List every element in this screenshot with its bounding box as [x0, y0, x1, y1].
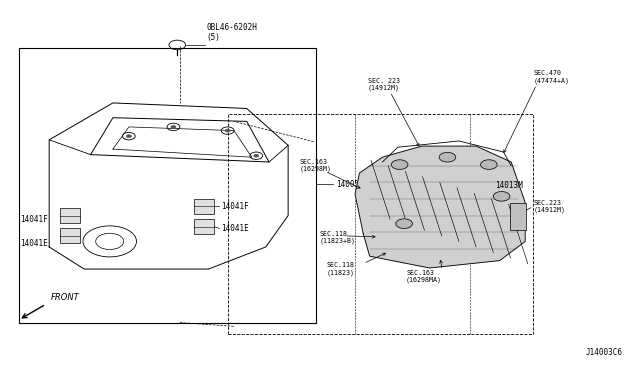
Text: 14041E: 14041E — [221, 224, 249, 233]
Text: SEC.163
(16298MA): SEC.163 (16298MA) — [406, 270, 442, 283]
Polygon shape — [355, 146, 525, 268]
Text: 14041F: 14041F — [20, 215, 48, 224]
Text: FRONT: FRONT — [51, 293, 79, 302]
Bar — [194, 199, 214, 214]
Circle shape — [171, 125, 176, 128]
Circle shape — [396, 219, 412, 228]
Circle shape — [225, 129, 230, 132]
Text: SEC.118
(11823+B): SEC.118 (11823+B) — [320, 231, 356, 244]
Bar — [19, 48, 316, 323]
Text: SEC. 223
(14912M): SEC. 223 (14912M) — [368, 78, 400, 91]
Circle shape — [392, 160, 408, 169]
Text: 14041E: 14041E — [20, 239, 48, 248]
Text: 14005E: 14005E — [336, 180, 364, 189]
Text: 14041F: 14041F — [221, 202, 249, 211]
Text: 0BL46-6202H
(5): 0BL46-6202H (5) — [207, 23, 257, 42]
Bar — [60, 228, 81, 243]
Text: SEC.118
(11823): SEC.118 (11823) — [326, 262, 355, 276]
Text: 14013M: 14013M — [495, 182, 523, 190]
Circle shape — [439, 153, 456, 162]
Text: SEC.223
(14912M): SEC.223 (14912M) — [534, 199, 566, 213]
Circle shape — [253, 154, 259, 157]
Bar — [228, 114, 534, 334]
Bar — [60, 208, 81, 223]
Text: J14003C6: J14003C6 — [586, 349, 623, 357]
Text: SEC.163
(16298M): SEC.163 (16298M) — [300, 159, 332, 173]
Circle shape — [481, 160, 497, 169]
Circle shape — [493, 192, 510, 201]
Bar — [510, 203, 527, 230]
Text: SEC.470
(47474+A): SEC.470 (47474+A) — [534, 70, 570, 84]
Circle shape — [126, 135, 131, 138]
Bar — [194, 219, 214, 234]
